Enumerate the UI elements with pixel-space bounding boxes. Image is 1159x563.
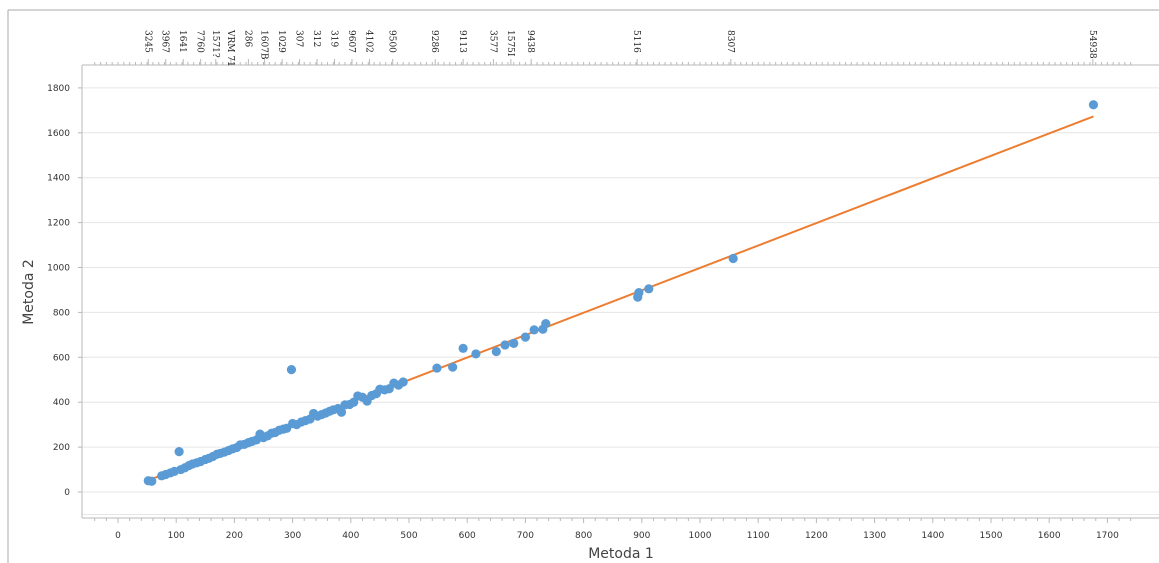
top-tick-label: 3577 <box>487 30 497 53</box>
top-tick-label: 5116 <box>631 30 641 53</box>
data-point <box>1088 100 1099 110</box>
data-point <box>147 476 157 486</box>
y-tick-label: 1400 <box>47 174 70 184</box>
x-tick-label: 600 <box>459 531 476 541</box>
top-tick-label: VRM 71 <box>225 29 235 67</box>
top-tick-label: 1029 <box>276 30 286 53</box>
data-point <box>509 338 519 348</box>
data-points <box>143 100 1099 486</box>
top-tick-label: 9438 <box>525 30 535 53</box>
top-tick-label: 1641 <box>177 30 187 53</box>
data-point <box>491 346 501 357</box>
data-point <box>432 363 442 373</box>
top-tick-label: 319 <box>329 30 339 47</box>
top-tick-label: 1571? <box>210 30 220 58</box>
y-axis-title: Metoda 2 <box>21 259 37 325</box>
x-tick-label: 900 <box>633 531 650 541</box>
top-axis-labels: 3245 3967 1641 7760 1571? VRM 71 286 1607B 1029 3… <box>82 29 1159 67</box>
top-tick-label: 3967 <box>160 30 170 53</box>
x-tick-label: 1100 <box>747 531 770 541</box>
x-tick-label: 700 <box>517 531 534 541</box>
x-tick-label: 1000 <box>689 531 712 541</box>
data-point <box>458 343 468 353</box>
x-axis-title: Metoda 1 <box>588 546 654 562</box>
data-point <box>644 284 654 294</box>
top-tick-label: 312 <box>311 30 321 47</box>
data-point <box>541 319 551 329</box>
top-tick-label: 8307 <box>725 30 735 53</box>
top-tick-label: 4102 <box>363 30 373 53</box>
top-tick-label: 1607B <box>259 30 269 60</box>
data-point <box>336 407 347 417</box>
y-tick-label: 400 <box>53 398 70 408</box>
data-point <box>520 332 531 342</box>
x-tick-label: 800 <box>575 531 592 541</box>
x-tick-label: 400 <box>342 531 359 541</box>
y-tick-label: 1000 <box>47 264 70 274</box>
x-tick-label: 1300 <box>863 531 886 541</box>
x-tick-label: 500 <box>400 531 417 541</box>
x-tick-label: 100 <box>168 531 185 541</box>
y-tick-label: 1800 <box>47 84 70 94</box>
x-tick-label: 200 <box>226 531 243 541</box>
top-tick-label: 286 <box>242 30 252 47</box>
x-tick-label: 1600 <box>1038 531 1061 541</box>
data-point <box>174 446 184 457</box>
top-tick-label: 54938 <box>1087 30 1097 59</box>
top-tick-label: 7760 <box>195 30 205 53</box>
x-tick-label: 300 <box>284 531 301 541</box>
data-point <box>448 362 458 372</box>
axes: 0 200 400 600 800 1000 1200 1400 1600 1800 0 100 200… <box>47 65 1159 541</box>
top-tick-label: 9113 <box>457 30 467 53</box>
top-tick-label: 9500 <box>387 30 397 53</box>
y-tick-label: 600 <box>53 353 70 363</box>
top-tick-label: 9607 <box>346 30 356 53</box>
top-tick-label: 1575I <box>505 30 515 57</box>
chart-frame <box>7 9 1159 563</box>
x-tick-label: 1200 <box>805 531 828 541</box>
x-tick-label: 0 <box>115 531 121 541</box>
top-tick-label: 3245 <box>142 30 152 53</box>
top-tick-label: 9286 <box>429 30 439 53</box>
top-tick-label: 307 <box>294 30 304 47</box>
data-point <box>398 377 408 387</box>
data-point <box>634 288 644 298</box>
data-point <box>471 349 481 359</box>
y-tick-label: 800 <box>53 308 70 318</box>
x-tick-label: 1500 <box>980 531 1003 541</box>
y-tick-label: 200 <box>53 443 70 453</box>
y-tick-label: 1200 <box>47 219 70 229</box>
data-point <box>500 340 510 350</box>
data-point <box>286 365 297 375</box>
gridlines <box>82 87 1159 515</box>
data-point <box>728 253 738 264</box>
y-tick-label: 1600 <box>47 129 70 139</box>
x-tick-label: 1400 <box>921 531 944 541</box>
x-tick-label: 1700 <box>1096 531 1119 541</box>
y-tick-label: 0 <box>64 488 70 498</box>
data-point <box>529 325 539 335</box>
